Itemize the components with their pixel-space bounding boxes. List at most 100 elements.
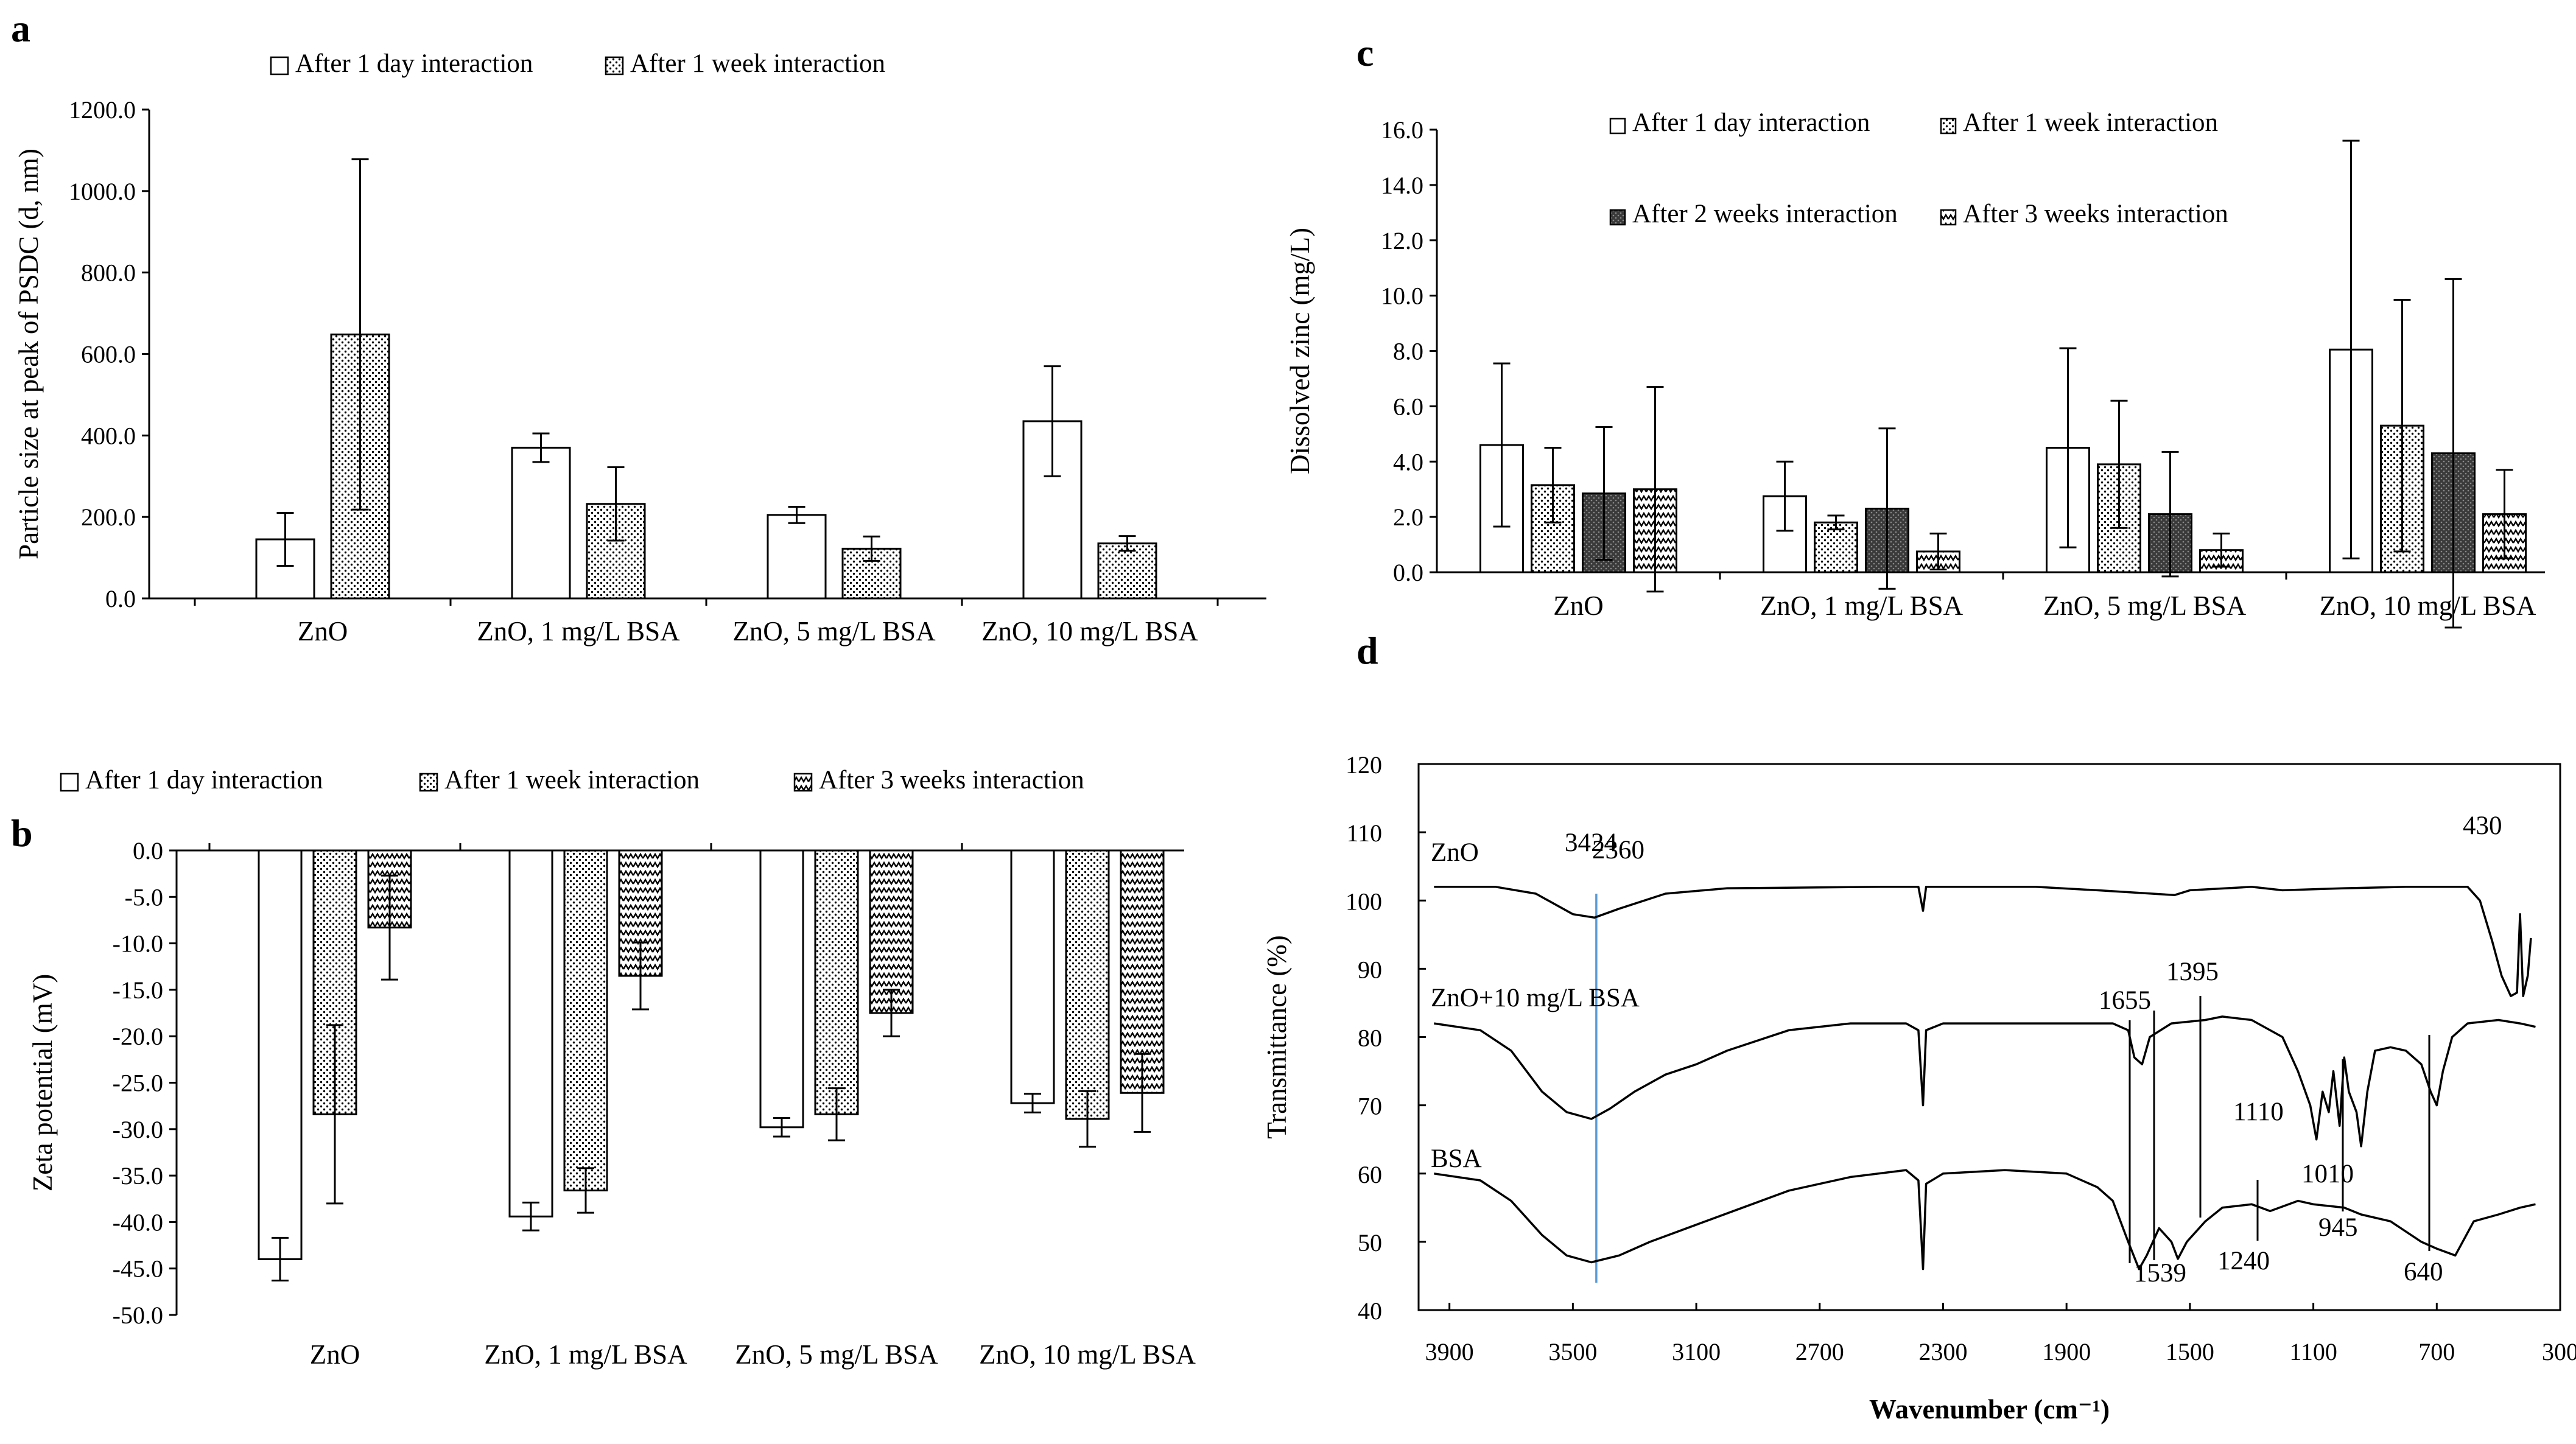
legend-swatch: [1940, 117, 1957, 135]
spectrum-line: [1434, 1169, 2536, 1271]
y-tick-label: 12.0: [1381, 227, 1423, 254]
peak-annotation: 640: [2404, 1258, 2443, 1286]
y-axis-title: Transmittance (%): [1262, 935, 1292, 1139]
bar: [1010, 849, 1055, 1104]
y-tick-label: 60: [1358, 1161, 1382, 1188]
y-tick-label: -25.0: [113, 1070, 163, 1097]
category-label: ZnO, 1 mg/L BSA: [477, 616, 680, 647]
y-tick-label: 70: [1358, 1093, 1382, 1120]
x-tick-label: 3100: [1672, 1338, 1721, 1365]
curve-label: BSA: [1431, 1144, 1482, 1173]
y-tick-label: 120: [1346, 751, 1382, 779]
x-tick-label: 3500: [1548, 1338, 1597, 1365]
y-tick-label: 400.0: [81, 422, 136, 449]
y-tick-label: 1000.0: [69, 178, 136, 205]
category-label: ZnO, 10 mg/L BSA: [981, 616, 1198, 647]
panel-letter-d: d: [1356, 629, 1378, 672]
category-label: ZnO: [1553, 591, 1604, 621]
y-tick-label: 0.0: [133, 837, 163, 864]
legend-swatch: [605, 56, 624, 75]
legend-label: After 1 day interaction: [85, 766, 323, 794]
bar: [508, 849, 553, 1218]
spectrum-line: [1434, 1015, 2536, 1148]
y-tick-label: 6.0: [1393, 393, 1423, 420]
chart-d-ftir-spectra: 40 50 60 70 80 90 100 110 120 3900 3500 3100 2700 230…: [1262, 751, 2576, 1425]
bar: [1097, 542, 1157, 600]
legend-swatch: [1609, 117, 1626, 135]
x-tick-label: 1900: [2042, 1338, 2091, 1365]
bar: [1065, 849, 1110, 1120]
category-label: ZnO: [310, 1339, 360, 1370]
y-tick-label: 800.0: [81, 259, 136, 287]
panel-letter-c: c: [1356, 31, 1374, 74]
bar: [767, 514, 827, 600]
curve-label: ZnO: [1431, 838, 1479, 867]
x-tick-label: 700: [2418, 1338, 2455, 1365]
bar: [1120, 849, 1165, 1094]
category-label: ZnO: [298, 616, 348, 647]
y-tick-label: 0.0: [1393, 559, 1423, 586]
y-tick-label: 1200.0: [69, 96, 136, 124]
chart-c-dissolved-zinc: 0.0 2.0 4.0 6.0 8.0 10.0 12.0 14.0 16.0 ZnO ZnO, 1…: [1285, 108, 2545, 629]
bar: [563, 849, 608, 1192]
y-axis-title: Zeta potential (mV): [27, 974, 58, 1191]
y-tick-label: 14.0: [1381, 172, 1423, 199]
category-label: ZnO, 1 mg/L BSA: [1760, 591, 1964, 621]
bar: [814, 849, 859, 1115]
y-axis-title: Particle size at peak of PSDC (d, nm): [13, 149, 44, 559]
legend-label: After 1 week interaction: [1963, 108, 2218, 137]
legend-swatch: [270, 56, 289, 75]
peak-annotation: 1010: [2301, 1160, 2354, 1188]
legend-swatch: [793, 773, 813, 792]
peak-annotation: 3424: [1565, 829, 1617, 857]
peak-annotation: 1110: [2233, 1098, 2284, 1126]
y-tick-label: 0.0: [105, 585, 136, 612]
x-axis-title: Wavenumber (cm⁻¹): [1869, 1394, 2110, 1425]
y-tick-label: 10.0: [1381, 282, 1423, 310]
y-tick-label: -45.0: [113, 1255, 163, 1283]
bar: [258, 849, 303, 1260]
category-label: ZnO, 10 mg/L BSA: [979, 1339, 1196, 1370]
y-tick-label: -20.0: [113, 1023, 163, 1050]
y-axis-title: Dissolved zinc (mg/L): [1285, 228, 1315, 474]
legend-swatch: [60, 773, 79, 792]
chart-b-zeta-potential: -50.0 -45.0 -40.0 -35.0 -30.0 -25.0 -20.0 -15.0…: [27, 766, 1196, 1370]
y-tick-label: 8.0: [1393, 338, 1423, 365]
y-tick-label: -35.0: [113, 1162, 163, 1190]
y-tick-label: 100: [1346, 888, 1382, 915]
category-label: ZnO, 10 mg/L BSA: [2320, 591, 2536, 621]
y-tick-label: 110: [1346, 819, 1382, 847]
curve-label: ZnO+10 mg/L BSA: [1431, 984, 1640, 1012]
legend-label: After 2 weeks interaction: [1632, 200, 1898, 228]
y-tick-label: 4.0: [1393, 448, 1423, 475]
legend-label: After 3 weeks interaction: [1963, 200, 2228, 228]
x-tick-label: 2300: [1918, 1338, 1967, 1365]
y-tick-label: 16.0: [1381, 116, 1423, 144]
y-tick-label: -50.0: [113, 1302, 163, 1329]
legend-swatch: [1940, 209, 1957, 226]
y-tick-label: -15.0: [113, 976, 163, 1004]
peak-annotation: 1240: [2217, 1247, 2270, 1275]
category-label: ZnO, 5 mg/L BSA: [2043, 591, 2247, 621]
peak-annotation: 430: [2463, 811, 2502, 840]
category-label: ZnO, 5 mg/L BSA: [735, 1339, 938, 1370]
chart-a-particle-size: 0.0 200.0 400.0 600.0 800.0 1000.0 1200.0 ZnO Zn…: [13, 49, 1266, 647]
y-tick-label: -10.0: [113, 930, 163, 958]
bar: [511, 446, 571, 600]
spectrum-line: [1434, 886, 2532, 997]
x-tick-label: 1100: [2289, 1338, 2337, 1365]
legend-swatch: [419, 773, 438, 792]
y-tick-label: 600.0: [81, 341, 136, 368]
x-tick-label: 1500: [2166, 1338, 2214, 1365]
y-tick-label: 40: [1358, 1297, 1382, 1325]
peak-annotation: 1395: [2166, 958, 2219, 986]
peak-annotation: 1539: [2134, 1259, 2186, 1288]
y-tick-label: 2.0: [1393, 503, 1423, 531]
y-tick-label: -30.0: [113, 1116, 163, 1143]
peak-annotation: 945: [2318, 1213, 2358, 1242]
peak-annotation: 1655: [2099, 986, 2151, 1015]
panel-letter-a: a: [11, 7, 30, 50]
legend-label: After 1 day interaction: [1632, 108, 1870, 137]
legend-label: After 1 day interaction: [295, 49, 533, 78]
